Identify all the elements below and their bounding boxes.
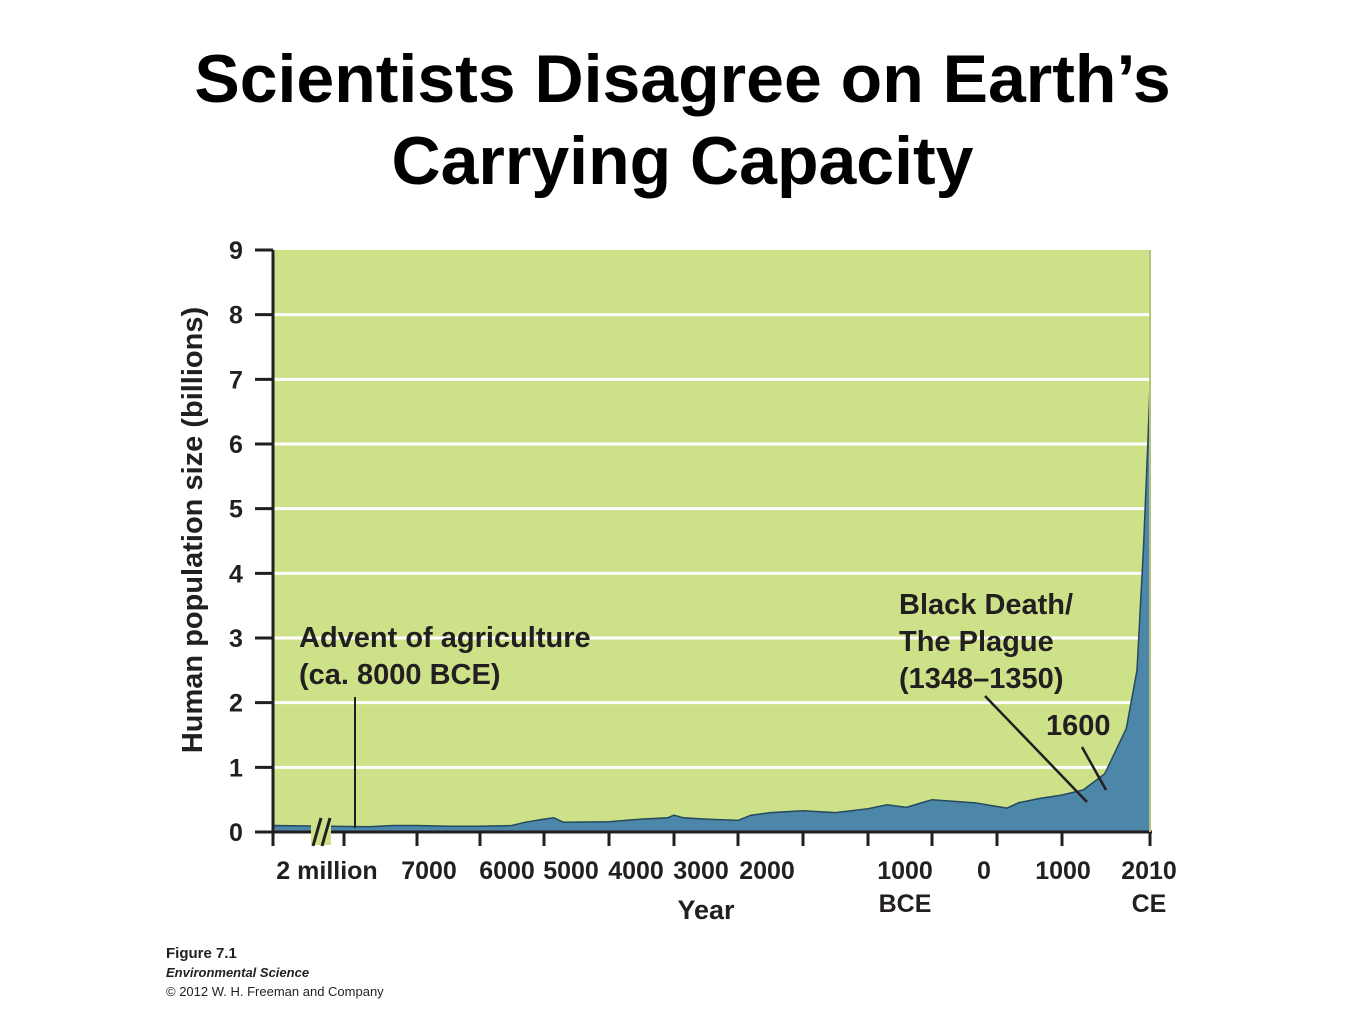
caption-figure-number: Figure 7.1	[166, 945, 237, 962]
x-tick-label-5: 3000	[673, 857, 729, 885]
axis-break-slash-1	[311, 817, 323, 847]
annotation-black-death-pointer	[984, 695, 1088, 803]
annotation-agriculture-line-2: (ca. 8000 BCE)	[299, 659, 501, 691]
y-tick-label-2: 2	[229, 690, 243, 718]
x-tick-label-6: 2000	[739, 857, 795, 885]
x-tick-label-7: 1000	[877, 857, 933, 885]
y-tick-label-1: 1	[229, 754, 243, 782]
caption-book-title: Environmental Science	[166, 965, 310, 980]
plot-background	[273, 250, 1150, 832]
axis-break-marker: //	[311, 815, 332, 847]
annotation-black-death: Black Death/The Plague (1348–1350)	[899, 589, 1088, 803]
x-axis-label: Year	[677, 895, 735, 925]
annotation-agriculture-line-1: Advent of agriculture	[299, 622, 591, 654]
y-axis-ticks: 0 1 2 3 4 5 6 7 8 9	[229, 237, 273, 847]
y-axis-label: Human population size (billions)	[177, 307, 209, 753]
x-axis-ticks: 2 million 7000 6000 5000 4000 3000 2000 1000 BCE…	[271, 832, 1177, 918]
slide-title: Scientists Disagree on Earth’s Carrying …	[0, 38, 1365, 202]
caption-copyright: © 2012 W. H. Freeman and Company	[166, 984, 384, 999]
y-tick-label-4: 4	[229, 560, 243, 588]
figure-caption: Figure 7.1 Environmental Science © 2012 …	[166, 944, 384, 1001]
annotation-1600-label: 1600	[1046, 710, 1111, 742]
x-tick-label-2: 6000	[479, 857, 535, 885]
y-tick-label-3: 3	[229, 625, 243, 653]
x-tick-sublabel-7: BCE	[879, 890, 932, 918]
x-tick-label-8: 0	[977, 857, 991, 885]
annotation-black-death-line-3: (1348–1350)	[899, 663, 1063, 695]
annotation-agriculture: Advent of agriculture (ca. 8000 BCE)	[299, 622, 591, 828]
x-tick-label-9: 1000	[1035, 857, 1091, 885]
y-tick-label-9: 9	[229, 237, 243, 265]
annotation-black-death-line-2: The Plague	[899, 626, 1054, 658]
gridlines	[273, 313, 1150, 769]
y-tick-label-6: 6	[229, 431, 243, 459]
annotation-black-death-line-1: Black Death/	[899, 589, 1073, 621]
x-tick-label-3: 5000	[543, 857, 599, 885]
annotation-1600: 1600	[1046, 710, 1111, 791]
population-area	[272, 385, 1151, 833]
slide-title-line-2: Carrying Capacity	[391, 123, 974, 199]
annotations: Advent of agriculture (ca. 8000 BCE) Black…	[299, 589, 1111, 828]
axes	[271, 250, 1152, 834]
y-tick-label-0: 0	[229, 819, 243, 847]
x-tick-label-0: 2 million	[276, 857, 377, 885]
x-tick-label-10: 2010	[1121, 857, 1177, 885]
axis-break-slash-2	[320, 817, 332, 847]
x-tick-label-4: 4000	[608, 857, 664, 885]
x-tick-label-1: 7000	[401, 857, 457, 885]
slide-title-line-1: Scientists Disagree on Earth’s	[194, 41, 1171, 117]
x-tick-sublabel-10: CE	[1132, 890, 1167, 918]
annotation-1600-pointer	[1080, 746, 1108, 791]
y-tick-label-8: 8	[229, 302, 243, 330]
y-tick-label-7: 7	[229, 366, 243, 394]
y-tick-label-5: 5	[229, 496, 243, 524]
